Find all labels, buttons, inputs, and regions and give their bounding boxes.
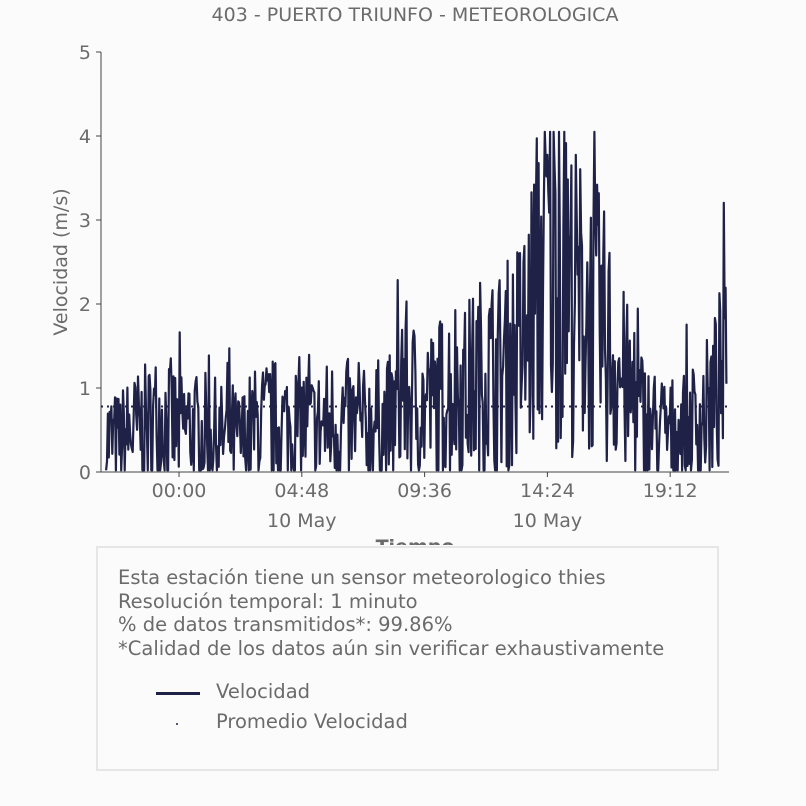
transmitted-text: % de datos transmitidos*: 99.86% [118,613,453,636]
y-axis-label: Velocidad (m/s) [50,188,72,335]
x-tick-time: 04:48 [274,480,329,502]
x-axis-label: Tiempo [376,536,455,545]
legend-label-promedio: Promedio Velocidad [216,710,408,733]
y-axis: 0 1 2 3 4 5 [79,42,101,484]
y-tick-label: 3 [79,210,91,232]
legend-line-swatch [156,692,200,695]
quality-note: *Calidad de los datos aún sin verificar … [118,636,665,660]
station-info: Esta estación tiene un sensor meteorolog… [118,566,664,660]
legend-dot-swatch [176,723,178,725]
y-tick-label: 5 [79,42,91,64]
y-tick-label: 1 [79,378,91,400]
resolution-text: Resolución temporal: 1 minuto [118,589,418,613]
velocidad-series-line [105,130,728,472]
x-tick-time: 14:24 [520,480,575,502]
x-tick-date: 10 May [267,510,337,532]
legend-label-velocidad: Velocidad [216,680,311,703]
x-tick-time: 09:36 [397,480,452,502]
x-axis: 00:00 04:48 10 May 09:36 14:24 10 May 19:12 [152,472,698,532]
chart-title: 403 - PUERTO TRIUNFO - METEOROLOGICA [212,4,619,26]
x-tick-time: 00:00 [152,480,207,502]
x-tick-time: 19:12 [643,480,698,502]
series-layer [101,130,729,472]
info-box: Esta estación tiene un sensor meteorolog… [96,546,719,771]
speed-chart: 403 - PUERTO TRIUNFO - METEOROLOGICA 0 1 2… [50,4,729,545]
y-tick-label: 4 [79,126,91,148]
y-tick-label: 2 [79,294,91,316]
x-tick-date: 10 May [513,510,583,532]
y-tick-label: 0 [79,462,91,484]
station-sensor-text: Esta estación tiene un sensor meteorolog… [118,566,606,589]
